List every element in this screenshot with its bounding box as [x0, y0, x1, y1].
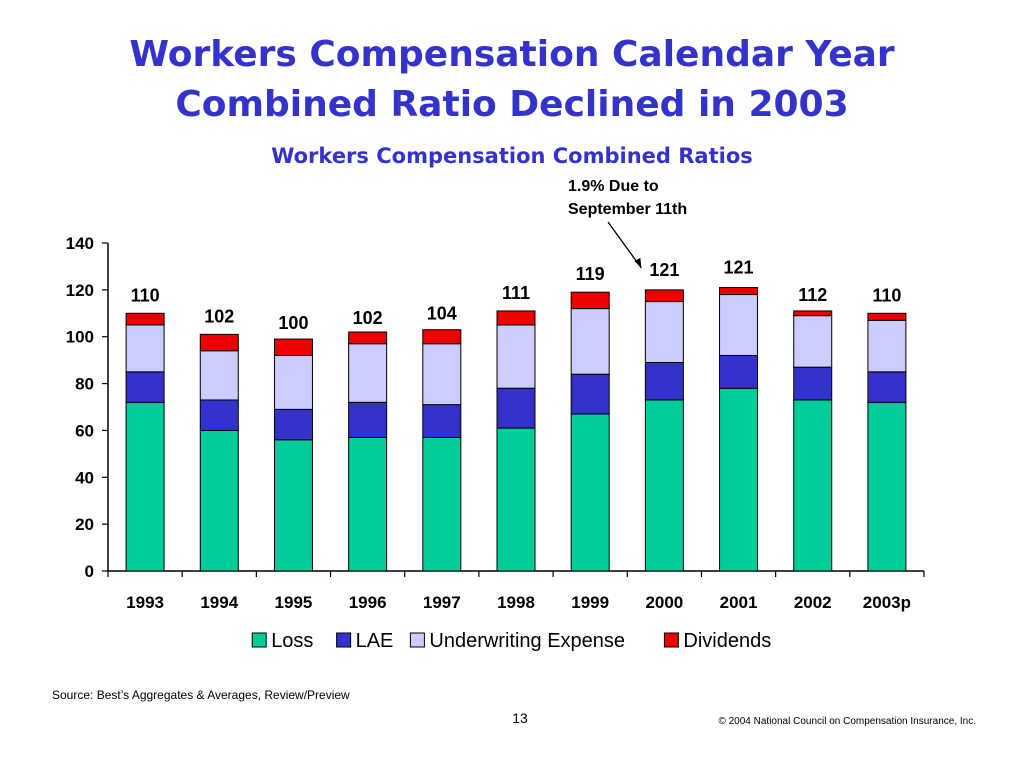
total-label: 111	[502, 283, 530, 303]
bar-segment-loss	[125, 401, 165, 572]
y-tick-label: 20	[75, 515, 94, 534]
bar-segment-underwriting-expense	[644, 301, 684, 363]
bar-segment-underwriting-expense	[422, 343, 462, 406]
legend-swatch-underwriting-expense	[409, 632, 425, 648]
x-tick-label: 2003p	[863, 593, 911, 612]
y-tick-label: 100	[66, 328, 94, 347]
total-label: 104	[427, 304, 457, 324]
bar-segment-lae	[570, 373, 610, 415]
x-tick-label: 1994	[200, 593, 238, 612]
total-label: 102	[204, 306, 234, 326]
bar-segment-lae	[125, 371, 165, 403]
bar-segment-lae	[644, 361, 684, 401]
bar-segment-underwriting-expense	[496, 324, 536, 389]
total-label: 102	[353, 308, 383, 328]
bar-segment-lae	[793, 366, 833, 401]
bar-segment-loss	[793, 399, 833, 572]
bar-segment-lae	[199, 399, 239, 431]
bar-segment-loss	[644, 399, 684, 572]
bar-segment-underwriting-expense	[199, 350, 239, 401]
y-tick-label: 40	[75, 468, 94, 487]
bar-segment-underwriting-expense	[719, 294, 759, 356]
bar-segment-loss	[570, 413, 610, 572]
annotation-arrowhead	[634, 258, 642, 268]
legend-swatch-lae	[336, 632, 352, 648]
legend-label: Dividends	[683, 630, 771, 652]
bar-segment-loss	[867, 401, 907, 572]
bar-segment-underwriting-expense	[348, 343, 388, 403]
x-tick-label: 2000	[645, 593, 683, 612]
bar-segment-dividends	[199, 333, 239, 352]
legend-swatch-loss	[251, 632, 267, 648]
bar-segment-lae	[273, 408, 313, 441]
bar-segment-dividends	[496, 310, 536, 326]
x-tick-label: 1997	[423, 593, 461, 612]
total-label: 112	[798, 285, 827, 305]
bar-segment-loss	[719, 387, 759, 572]
bar-segment-lae	[348, 401, 388, 438]
bar-segment-dividends	[793, 310, 833, 317]
bar-segment-underwriting-expense	[125, 324, 165, 373]
bar-segment-loss	[348, 436, 388, 572]
x-tick-label: 2002	[794, 593, 832, 612]
bar-segment-underwriting-expense	[570, 308, 610, 375]
bar-segment-lae	[719, 354, 759, 389]
bar-segment-loss	[199, 429, 239, 572]
bar-segment-dividends	[348, 331, 388, 345]
legend-label: Loss	[271, 630, 313, 652]
total-label: 110	[872, 285, 901, 305]
bar-segment-dividends	[422, 329, 462, 345]
slide-title: Workers Compensation Calendar Year Combi…	[0, 30, 1024, 130]
bar-segment-lae	[496, 387, 536, 429]
x-tick-label: 1993	[126, 593, 164, 612]
legend-label: LAE	[356, 630, 394, 652]
total-label: 110	[131, 285, 160, 305]
bar-segment-lae	[422, 404, 462, 438]
legend-swatch-dividends	[663, 632, 679, 648]
y-tick-label: 0	[85, 562, 94, 581]
bar-segment-loss	[496, 427, 536, 572]
annotation-text-line-2: September 11th	[568, 201, 687, 218]
slide-title-line-2: Combined Ratio Declined in 2003	[175, 84, 849, 125]
total-label: 121	[649, 260, 679, 280]
bar-segment-lae	[867, 371, 907, 403]
bar-segment-dividends	[125, 312, 165, 326]
bar-segment-dividends	[273, 338, 313, 356]
total-label: 100	[278, 313, 308, 333]
bar-segment-underwriting-expense	[867, 319, 907, 373]
bar-segment-dividends	[570, 291, 610, 310]
y-tick-label: 80	[75, 375, 94, 394]
x-tick-label: 1999	[571, 593, 609, 612]
copyright-note: © 2004 National Council on Compensation …	[718, 716, 976, 727]
y-tick-label: 60	[75, 421, 94, 440]
x-tick-label: 2001	[720, 593, 758, 612]
source-note: Source: Best’s Aggregates & Averages, Re…	[52, 688, 350, 702]
y-tick-label: 140	[66, 234, 94, 253]
x-tick-label: 1998	[497, 593, 535, 612]
page-number: 13	[512, 710, 528, 726]
bar-segment-dividends	[719, 287, 759, 296]
annotation-text-line-1: 1.9% Due to	[568, 178, 659, 195]
bar-segment-loss	[273, 439, 313, 572]
bar-segment-underwriting-expense	[793, 315, 833, 368]
bar-segment-loss	[422, 436, 462, 572]
legend-label: Underwriting Expense	[429, 630, 625, 652]
total-label: 119	[576, 264, 605, 284]
x-tick-label: 1995	[275, 593, 313, 612]
total-label: 121	[724, 258, 754, 278]
x-tick-label: 1996	[349, 593, 387, 612]
bar-segment-underwriting-expense	[273, 354, 313, 410]
slide-title-line-1: Workers Compensation Calendar Year	[129, 34, 895, 75]
chart-title: Workers Compensation Combined Ratios	[271, 144, 753, 168]
bar-segment-dividends	[644, 289, 684, 303]
y-tick-label: 120	[66, 281, 94, 300]
bar-segment-dividends	[867, 312, 907, 321]
